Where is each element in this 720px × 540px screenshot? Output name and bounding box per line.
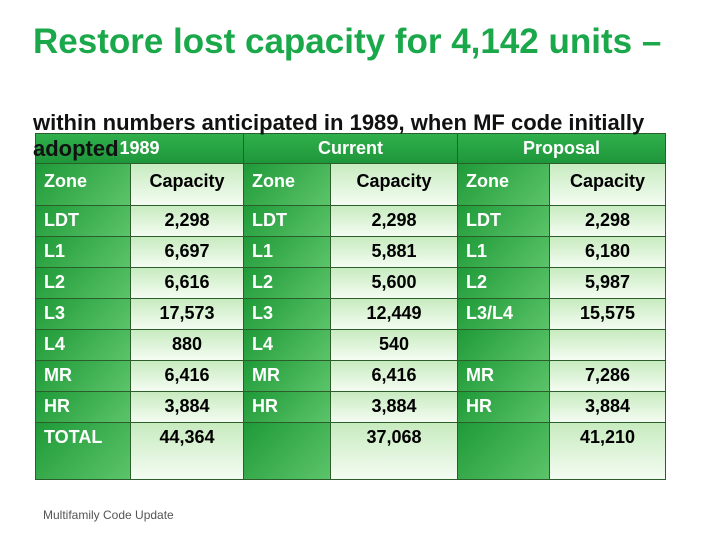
column-header: Zone [457,163,550,206]
capacity-cell: 17,573 [130,298,244,330]
zone-cell [457,422,550,480]
column-header: Capacity [330,163,458,206]
capacity-cell: 540 [330,329,458,361]
zone-cell: HR [457,391,550,423]
zone-cell: L4 [243,329,331,361]
capacity-cell: 7,286 [549,360,666,392]
zone-cell: MR [457,360,550,392]
zone-cell: L3 [35,298,131,330]
subtitle: within numbers anticipated in 1989, when… [33,110,645,161]
zone-cell: MR [243,360,331,392]
zone-cell: L1 [35,236,131,268]
zone-cell: HR [35,391,131,423]
capacity-cell: 6,180 [549,236,666,268]
zone-cell: L3 [243,298,331,330]
capacity-cell: 3,884 [130,391,244,423]
zone-cell: L4 [35,329,131,361]
capacity-cell: 12,449 [330,298,458,330]
capacity-cell: 6,416 [330,360,458,392]
zone-cell: LDT [457,205,550,237]
capacity-cell: 37,068 [330,422,458,480]
capacity-cell: 880 [130,329,244,361]
footer: Multifamily Code Update [43,508,174,522]
zone-cell: L1 [457,236,550,268]
capacity-cell: 5,987 [549,267,666,299]
zone-cell: L3/L4 [457,298,550,330]
capacity-cell: 41,210 [549,422,666,480]
capacity-cell: 5,600 [330,267,458,299]
capacity-cell: 6,616 [130,267,244,299]
zone-cell [243,422,331,480]
capacity-cell: 6,697 [130,236,244,268]
zone-cell: MR [35,360,131,392]
zone-cell: L2 [35,267,131,299]
capacity-cell: 2,298 [130,205,244,237]
zone-cell: HR [243,391,331,423]
column-header: Capacity [130,163,244,206]
column-header: Zone [243,163,331,206]
zone-cell: L1 [243,236,331,268]
column-header: Zone [35,163,131,206]
capacity-cell: 15,575 [549,298,666,330]
group-header: 1989 [35,133,244,164]
capacity-cell: 3,884 [330,391,458,423]
capacity-cell: 5,881 [330,236,458,268]
capacity-cell: 6,416 [130,360,244,392]
zone-cell: TOTAL [35,422,131,480]
zone-cell: L2 [457,267,550,299]
zone-cell: LDT [243,205,331,237]
capacity-cell: 44,364 [130,422,244,480]
capacity-cell: 2,298 [549,205,666,237]
capacity-cell: 3,884 [549,391,666,423]
zone-cell [457,330,550,361]
capacity-cell [549,330,666,361]
group-header: Proposal [457,133,666,164]
zone-cell: L2 [243,267,331,299]
title: Restore lost capacity for 4,142 units – [33,22,662,61]
zone-cell: LDT [35,205,131,237]
column-header: Capacity [549,163,666,206]
capacity-cell: 2,298 [330,205,458,237]
